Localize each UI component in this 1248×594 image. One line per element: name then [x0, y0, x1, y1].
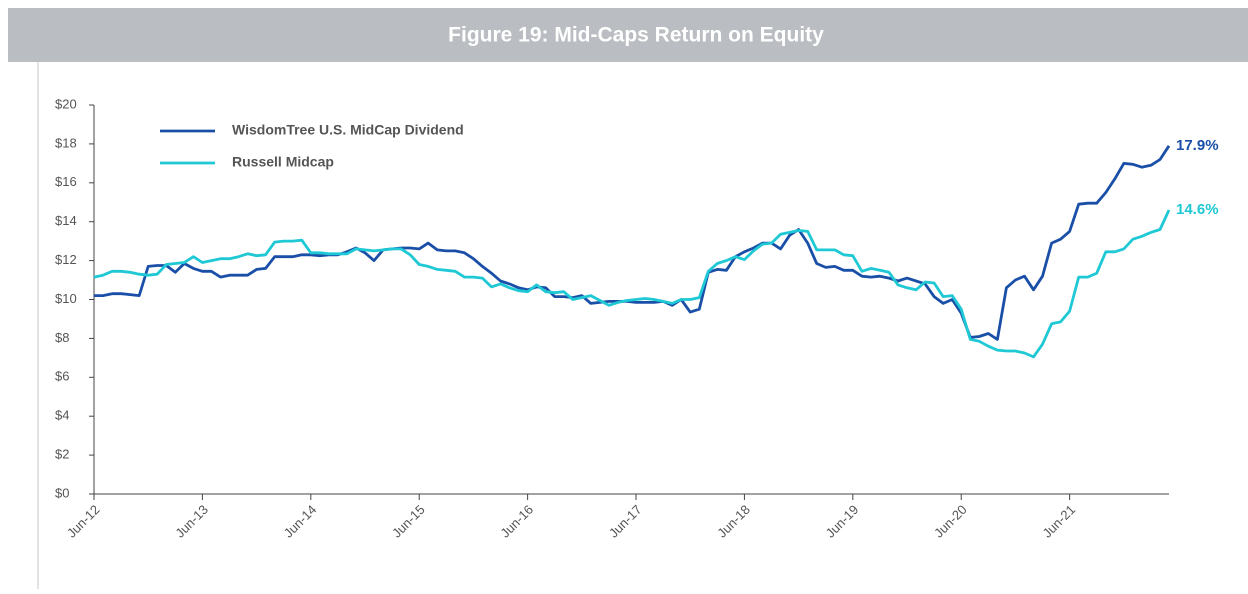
y-tick-label: $2: [55, 447, 69, 462]
legend-label: Russell Midcap: [232, 154, 334, 170]
line-series: [93, 209, 1171, 359]
y-tick-label: $12: [55, 252, 77, 267]
y-tick-label: $6: [55, 369, 69, 384]
x-tick-label: Jun-20: [931, 502, 970, 541]
y-tick-label: $8: [55, 330, 69, 345]
title-bar: [8, 8, 1248, 62]
end-label: 17.9%: [1176, 137, 1219, 154]
chart-title: Figure 19: Mid-Caps Return on Equity: [448, 24, 824, 47]
y-tick-label: $18: [55, 135, 77, 150]
y-tick-label: $14: [55, 213, 77, 228]
y-tick-label: $16: [55, 174, 77, 189]
x-tick-label: Jun-13: [172, 502, 211, 541]
end-label: 14.6%: [1176, 201, 1219, 218]
x-tick-label: Jun-14: [281, 502, 320, 541]
x-tick-label: Jun-19: [823, 502, 862, 541]
y-tick-label: $20: [55, 96, 77, 111]
line-series: [94, 145, 1171, 341]
y-tick-label: $10: [55, 291, 77, 306]
x-tick-label: Jun-21: [1039, 502, 1078, 541]
x-tick-label: Jun-15: [389, 502, 428, 541]
y-tick-label: $4: [55, 408, 69, 423]
y-tick-label: $0: [55, 485, 69, 500]
legend-label: WisdomTree U.S. MidCap Dividend: [232, 122, 464, 138]
x-tick-label: Jun-16: [497, 502, 536, 541]
x-tick-label: Jun-12: [64, 502, 103, 541]
x-tick-label: Jun-17: [606, 502, 645, 541]
x-tick-label: Jun-18: [714, 502, 753, 541]
